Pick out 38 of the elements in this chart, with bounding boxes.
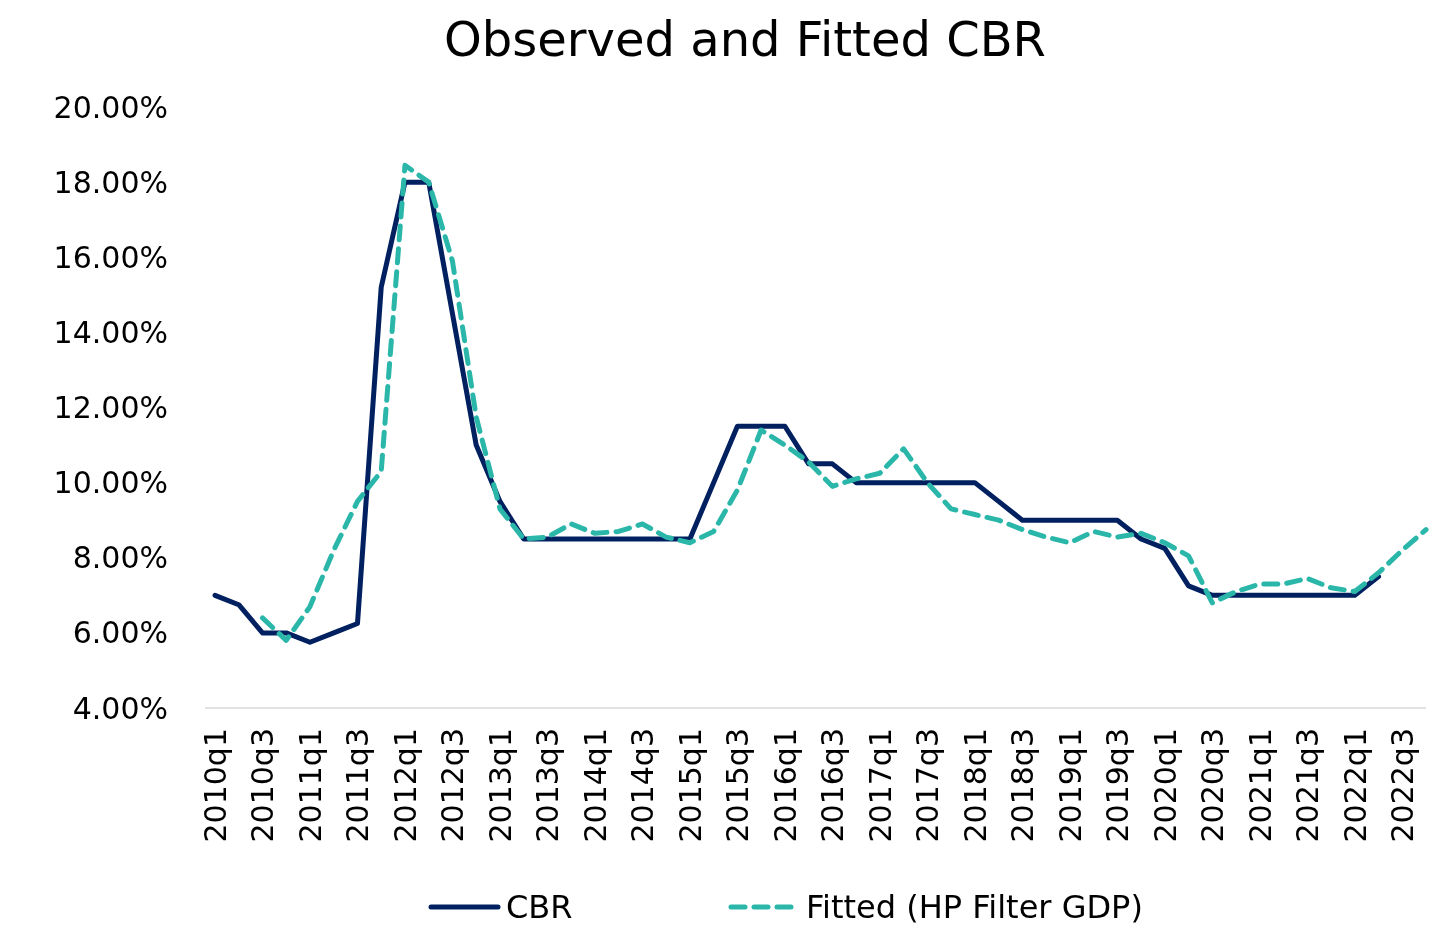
x-tick-label: 2019q3 xyxy=(1100,728,1136,843)
x-tick-label: 2018q1 xyxy=(957,728,993,843)
x-tick-label: 2020q1 xyxy=(1147,728,1183,843)
x-tick-label: 2019q1 xyxy=(1052,728,1088,843)
x-tick-label: 2020q3 xyxy=(1195,728,1231,843)
y-tick-label: 4.00% xyxy=(72,690,168,726)
y-tick-label: 16.00% xyxy=(53,239,168,275)
x-tick-label: 2022q3 xyxy=(1385,728,1421,843)
legend-label: CBR xyxy=(506,888,573,927)
x-tick-label: 2012q1 xyxy=(387,728,423,843)
x-tick-label: 2010q3 xyxy=(245,728,281,843)
y-tick-label: 20.00% xyxy=(53,89,168,125)
y-tick-label: 18.00% xyxy=(53,164,168,200)
x-tick-label: 2021q3 xyxy=(1290,728,1326,843)
x-tick-label: 2013q3 xyxy=(530,728,566,843)
y-tick-label: 6.00% xyxy=(72,615,168,651)
x-tick-label: 2015q3 xyxy=(720,728,756,843)
x-tick-label: 2018q3 xyxy=(1005,728,1041,843)
x-tick-label: 2012q3 xyxy=(435,728,471,843)
x-tick-label: 2017q3 xyxy=(910,728,946,843)
x-tick-label: 2016q3 xyxy=(815,728,851,843)
x-tick-label: 2016q1 xyxy=(767,728,803,843)
y-tick-label: 8.00% xyxy=(72,540,168,576)
legend-label: Fitted (HP Filter GDP) xyxy=(806,888,1143,927)
x-tick-label: 2014q1 xyxy=(577,728,613,843)
y-tick-label: 12.00% xyxy=(53,390,168,425)
x-tick-label: 2013q1 xyxy=(482,728,518,843)
x-tick-label: 2021q1 xyxy=(1242,728,1278,843)
x-tick-label: 2017q1 xyxy=(862,728,898,843)
x-tick-label: 2011q3 xyxy=(340,728,376,843)
x-tick-label: 2022q1 xyxy=(1337,728,1373,843)
y-tick-label: 14.00% xyxy=(53,314,168,350)
x-tick-label: 2015q1 xyxy=(672,728,708,843)
x-tick-label: 2014q3 xyxy=(625,728,661,843)
y-tick-label: 10.00% xyxy=(53,465,168,501)
x-tick-label: 2010q1 xyxy=(198,728,233,843)
x-tick-label: 2011q1 xyxy=(292,728,328,843)
chart-title: Observed and Fitted CBR xyxy=(444,11,1046,67)
